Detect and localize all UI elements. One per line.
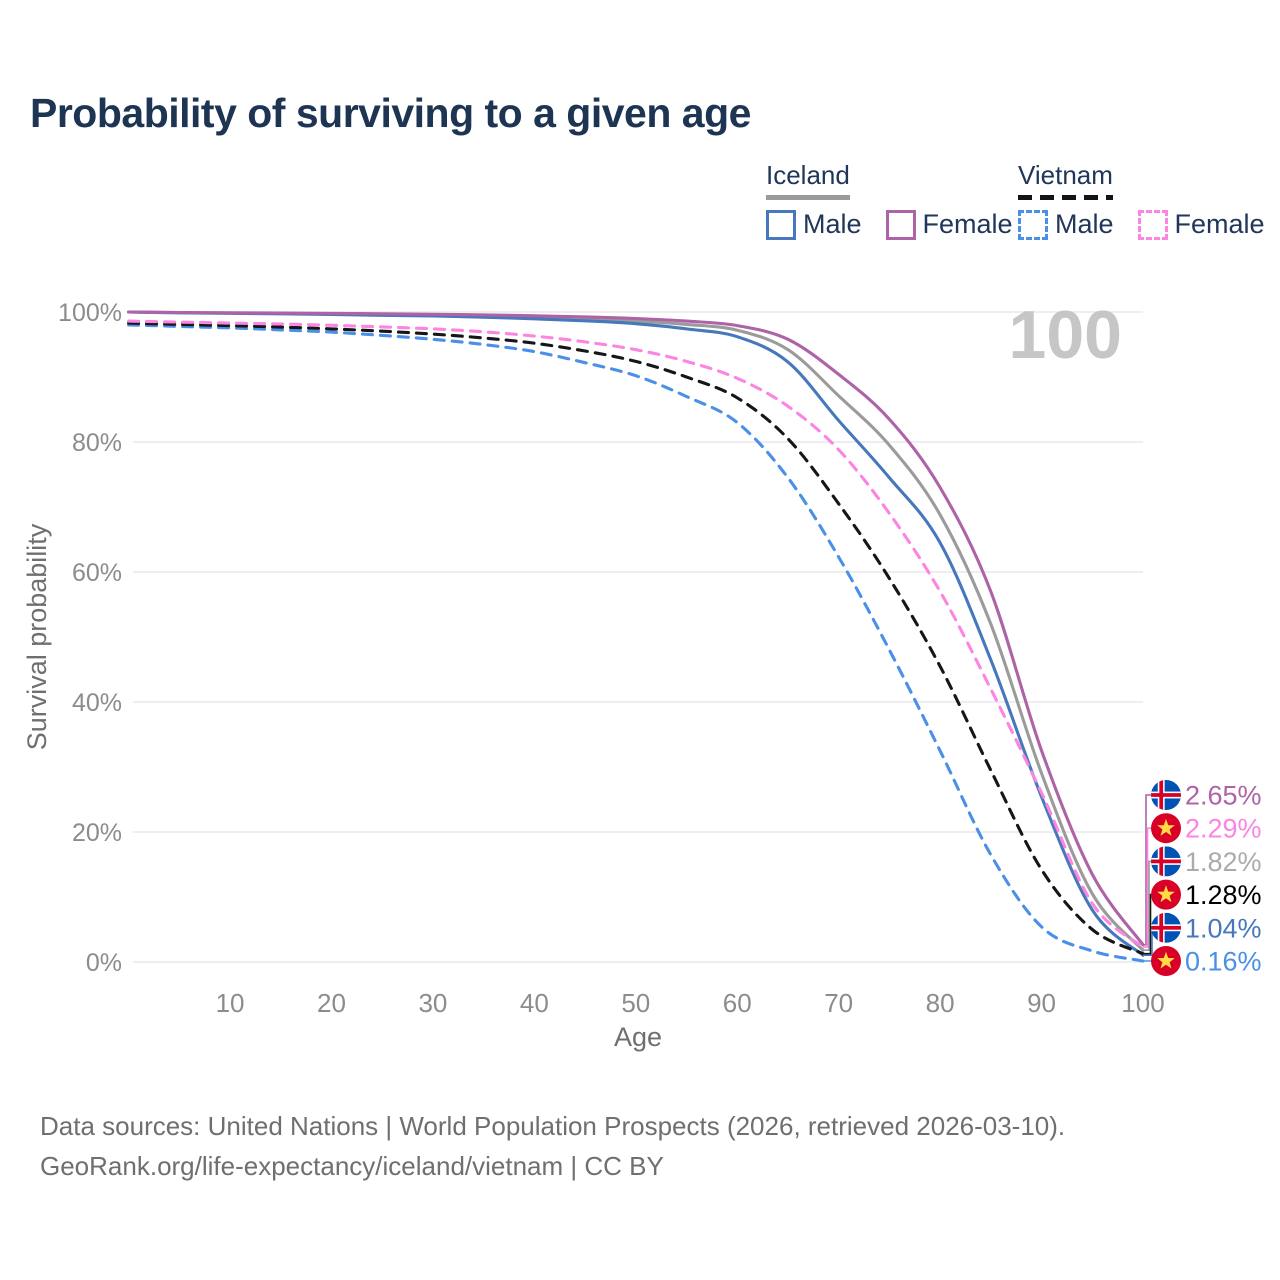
legend-vietnam-header: Vietnam bbox=[1018, 160, 1113, 200]
survival-chart[interactable]: 0% 20% 40% 60% 80% 100% 10 20 30 40 50 60 70 80 90 100 A… bbox=[0, 260, 1280, 1080]
footer: Data sources: United Nations | World Pop… bbox=[40, 1106, 1065, 1186]
iceland-male-swatch-icon bbox=[766, 209, 796, 240]
legend: Iceland Male Female Vietnam bbox=[0, 160, 1280, 250]
end-value-label-iceland-male: 1.04% bbox=[1185, 913, 1262, 943]
footer-url-line: GeoRank.org/life-expectancy/iceland/viet… bbox=[40, 1151, 664, 1181]
legend-item-iceland-female[interactable]: Female bbox=[885, 209, 1013, 240]
y-tick-label: 100% bbox=[58, 299, 122, 327]
legend-iceland-line-swatch bbox=[766, 195, 850, 200]
x-tick-label: 90 bbox=[1027, 988, 1056, 1018]
y-tick-label: 60% bbox=[72, 559, 122, 587]
legend-item-iceland-male[interactable]: Male bbox=[766, 209, 862, 240]
footer-sources-line: Data sources: United Nations | World Pop… bbox=[40, 1111, 1066, 1141]
end-value-label-vietnam-male: 0.16% bbox=[1185, 947, 1262, 977]
series-line-vietnam-both-sexes[interactable] bbox=[127, 321, 1145, 956]
legend-iceland-title: Iceland bbox=[766, 160, 850, 190]
legend-iceland-header: Iceland bbox=[766, 160, 850, 200]
x-tick-label: 60 bbox=[723, 988, 752, 1018]
y-tick-label: 40% bbox=[72, 689, 122, 717]
end-value-label-vietnam-both-sexes: 1.28% bbox=[1185, 880, 1262, 910]
legend-vietnam-title: Vietnam bbox=[1018, 160, 1113, 190]
x-tick-label: 10 bbox=[216, 988, 245, 1018]
series-line-vietnam-female[interactable] bbox=[127, 319, 1145, 949]
x-tick-label: 80 bbox=[926, 988, 955, 1018]
legend-item-label: Female bbox=[922, 209, 1013, 239]
series-line-iceland-male[interactable] bbox=[127, 310, 1145, 957]
series-line-iceland-female[interactable] bbox=[127, 310, 1145, 947]
x-tick-label: 100 bbox=[1121, 988, 1164, 1018]
x-tick-label: 30 bbox=[418, 988, 447, 1018]
x-axis-title: Age bbox=[614, 1022, 662, 1052]
legend-item-label: Male bbox=[803, 209, 862, 239]
y-axis-title: Survival probability bbox=[22, 523, 52, 750]
legend-item-label: Male bbox=[1055, 209, 1114, 239]
vietnam-flag-icon bbox=[1151, 879, 1181, 910]
x-tick-label: 70 bbox=[824, 988, 853, 1018]
legend-item-vietnam-male[interactable]: Male bbox=[1018, 209, 1114, 240]
iceland-flag-icon bbox=[1151, 846, 1181, 877]
iceland-flag-icon bbox=[1151, 780, 1181, 810]
vietnam-flag-icon bbox=[1151, 946, 1181, 976]
legend-vietnam-line-swatch bbox=[1018, 195, 1113, 200]
y-tick-label: 0% bbox=[86, 949, 122, 977]
y-tick-label: 80% bbox=[72, 429, 122, 457]
vietnam-male-swatch-icon bbox=[1018, 209, 1048, 240]
hover-age-watermark: 100 bbox=[1009, 297, 1122, 373]
series-line-vietnam-male[interactable] bbox=[127, 323, 1145, 963]
vietnam-flag-icon bbox=[1151, 813, 1181, 844]
label-connector-vietnam-female bbox=[1143, 827, 1151, 948]
x-tick-label: 20 bbox=[317, 988, 346, 1018]
x-tick-label: 50 bbox=[621, 988, 650, 1018]
page-title: Probability of surviving to a given age bbox=[30, 90, 751, 136]
legend-item-vietnam-female[interactable]: Female bbox=[1137, 209, 1265, 240]
end-value-label-iceland-female: 2.65% bbox=[1185, 781, 1262, 811]
end-value-label-vietnam-female: 2.29% bbox=[1185, 814, 1262, 844]
legend-group-vietnam: Vietnam Male Female bbox=[1018, 160, 1280, 240]
x-tick-label: 40 bbox=[520, 988, 549, 1018]
label-connector-iceland-both-sexes bbox=[1143, 860, 1151, 951]
iceland-female-swatch-icon bbox=[885, 209, 916, 240]
iceland-flag-icon bbox=[1151, 912, 1181, 943]
y-tick-label: 20% bbox=[72, 819, 122, 847]
end-value-label-iceland-both-sexes: 1.82% bbox=[1185, 847, 1262, 877]
label-connector-vietnam-both-sexes bbox=[1143, 893, 1152, 955]
legend-item-label: Female bbox=[1174, 209, 1265, 239]
label-connector-iceland-female bbox=[1143, 794, 1151, 946]
vietnam-female-swatch-icon bbox=[1137, 209, 1168, 240]
legend-group-iceland: Iceland Male Female bbox=[766, 160, 1037, 240]
